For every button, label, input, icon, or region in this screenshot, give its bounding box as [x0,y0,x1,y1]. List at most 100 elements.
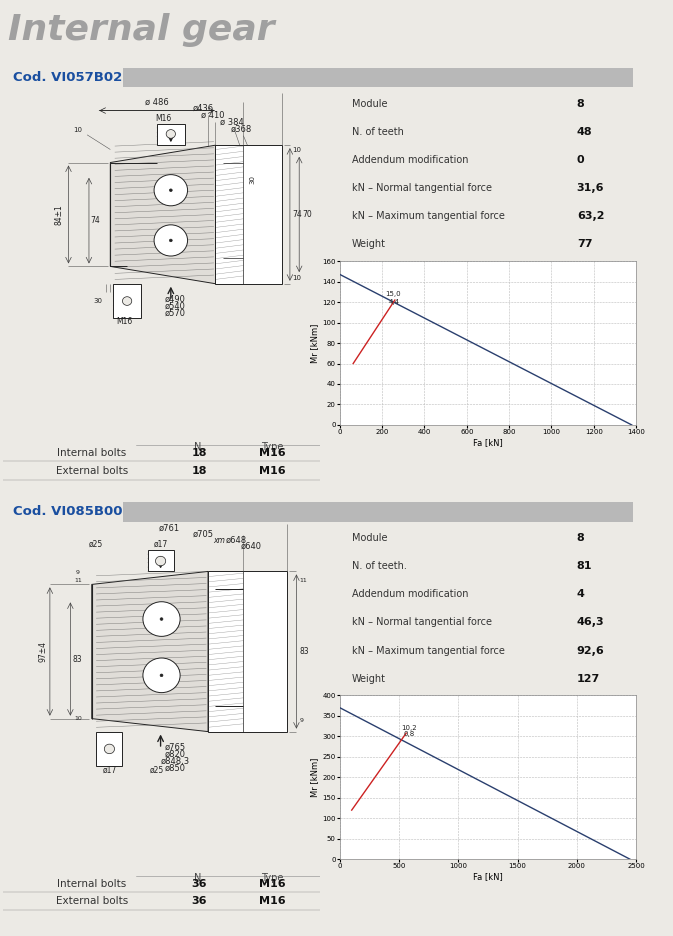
Text: ø17: ø17 [102,766,116,774]
Text: 127: 127 [577,674,600,683]
Text: 10: 10 [293,147,302,153]
Bar [123,503,633,521]
Text: ø17: ø17 [153,540,168,549]
Text: M16: M16 [116,317,133,327]
Circle shape [170,239,172,241]
Text: 9: 9 [76,570,80,575]
Text: xm: xm [213,536,225,545]
Text: Module: Module [352,534,387,543]
Text: ø761: ø761 [158,524,180,533]
Text: 46,3: 46,3 [577,618,604,627]
Text: N.: N. [194,442,205,452]
Text: 70: 70 [302,210,312,219]
Text: 8: 8 [577,534,585,543]
Text: 48: 48 [577,127,592,137]
Text: 0,8: 0,8 [403,731,415,738]
Circle shape [143,658,180,693]
Text: 77: 77 [577,240,592,249]
Text: Type: Type [261,872,283,883]
Circle shape [143,602,180,636]
Text: 92,6: 92,6 [577,646,604,655]
Text: Weight: Weight [352,674,386,683]
Text: M16: M16 [259,896,285,906]
Text: External bolts: External bolts [56,465,128,475]
X-axis label: Fa [kN]: Fa [kN] [473,872,503,881]
Text: 18: 18 [192,448,207,458]
X-axis label: Fa [kN]: Fa [kN] [473,438,503,446]
Text: ø648: ø648 [225,536,246,545]
Text: 30: 30 [94,298,103,304]
Circle shape [104,744,114,753]
Text: Weight: Weight [352,240,386,249]
Text: ø820: ø820 [165,750,186,759]
Text: ø640: ø640 [240,542,261,551]
Text: 11: 11 [74,578,81,583]
Text: 15,0: 15,0 [386,291,401,297]
Text: External bolts: External bolts [56,896,128,906]
Text: 4: 4 [577,590,585,599]
Text: N.: N. [194,872,205,883]
Text: 4,4: 4,4 [388,300,400,305]
Bar [123,68,633,87]
Text: M16: M16 [259,879,285,888]
Text: 81: 81 [577,562,592,571]
Text: kN – Maximum tangential force: kN – Maximum tangential force [352,646,505,655]
Text: ø570: ø570 [165,309,186,318]
Text: Addendum modification: Addendum modification [352,155,468,165]
Text: kN – Maximum tangential force: kN – Maximum tangential force [352,212,505,221]
Y-axis label: Mr [kNm]: Mr [kNm] [310,323,320,363]
Text: N. of teeth.: N. of teeth. [352,562,406,571]
Text: ø765: ø765 [165,743,186,752]
Text: 10: 10 [74,716,81,722]
Text: 10: 10 [73,127,82,133]
Text: ø25: ø25 [150,766,164,774]
Text: ø705: ø705 [193,530,214,539]
Text: ø 384: ø 384 [220,118,244,127]
Text: 36: 36 [192,879,207,888]
Text: ø540: ø540 [165,302,186,311]
Text: 36: 36 [192,896,207,906]
Text: 8: 8 [577,99,585,109]
Polygon shape [92,571,208,732]
Text: ø 486: ø 486 [145,97,169,106]
Text: 83: 83 [72,654,82,664]
Circle shape [154,175,188,206]
Text: ø850: ø850 [165,764,186,772]
Text: 30: 30 [250,175,256,184]
Polygon shape [215,145,283,284]
Text: 74: 74 [91,216,100,226]
Text: 63,2: 63,2 [577,212,604,221]
Text: 10: 10 [293,274,302,281]
Text: 10,2: 10,2 [402,725,417,731]
Text: M16: M16 [259,448,285,458]
Circle shape [160,618,163,621]
Text: Internal bolts: Internal bolts [57,448,127,458]
Text: 74: 74 [293,210,302,219]
Circle shape [170,189,172,192]
Text: ø25: ø25 [90,540,104,549]
Circle shape [154,225,188,256]
Text: Module: Module [352,99,387,109]
Polygon shape [208,571,287,732]
Text: Addendum modification: Addendum modification [352,590,468,599]
Circle shape [166,129,176,139]
Bar [147,549,174,571]
Text: 97±4: 97±4 [38,641,47,663]
Text: ø436: ø436 [193,104,214,113]
Text: 9: 9 [299,718,304,723]
Text: 31,6: 31,6 [577,183,604,193]
Text: 0: 0 [577,155,584,165]
Text: Cod. VI057B02: Cod. VI057B02 [13,71,122,84]
Text: 83: 83 [299,648,309,656]
Text: ø368: ø368 [231,124,252,134]
Circle shape [122,297,132,305]
Text: ø490: ø490 [165,295,186,304]
Text: Type: Type [261,442,283,452]
Text: Cod. VI085B00: Cod. VI085B00 [13,505,122,519]
Text: kN – Normal tangential force: kN – Normal tangential force [352,183,492,193]
Text: M16: M16 [259,465,285,475]
Text: 84±1: 84±1 [55,204,64,225]
Bar [96,732,122,767]
Text: M16: M16 [155,114,172,123]
Y-axis label: Mr [kNm]: Mr [kNm] [310,757,320,797]
